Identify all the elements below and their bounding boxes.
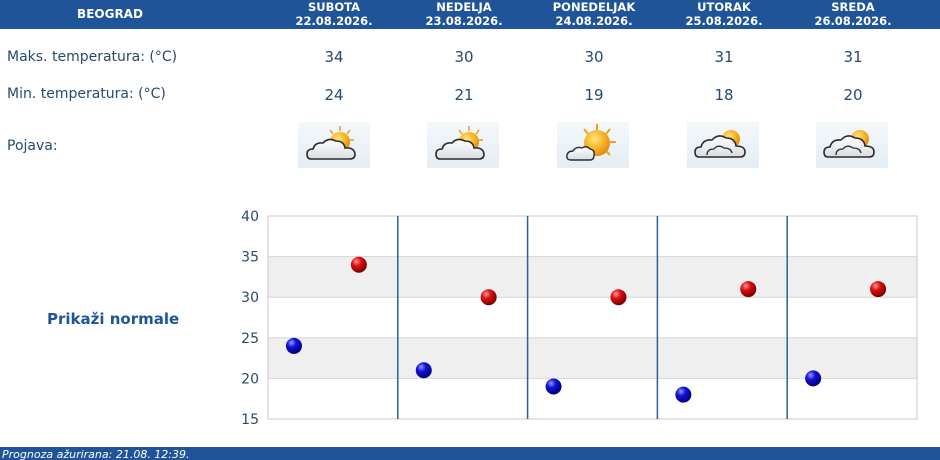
day-name: PONEDELJAK: [552, 0, 636, 14]
y-tick-label: 25: [241, 331, 259, 347]
show-normals-link[interactable]: Prikaži normale: [47, 310, 180, 328]
day-name: SREDA: [831, 0, 875, 14]
day-date: 26.08.2026.: [814, 13, 892, 28]
y-tick-label: 35: [241, 250, 259, 266]
grid-band: [268, 256, 917, 298]
forecast-updated-text: Prognoza ažurirana: 21.08. 12:39.: [2, 448, 190, 460]
day-name: SUBOTA: [307, 0, 360, 14]
max-temp-marker[interactable]: [610, 289, 627, 306]
grid-band: [268, 378, 917, 419]
y-tick-label: 15: [241, 412, 259, 428]
day-header-1: SUBOTA 22.08.2026.: [269, 0, 399, 29]
min-temp-marker[interactable]: [285, 337, 302, 354]
partly-cloudy-icon: [298, 122, 370, 168]
min-temp-value: 21: [454, 86, 474, 104]
min-temp-marker[interactable]: [675, 386, 692, 403]
day-date: 22.08.2026.: [295, 13, 373, 28]
grid-band: [268, 337, 917, 379]
location-title: BEOGRAD: [77, 7, 143, 21]
min-temp-label: Min. temperatura: (°C): [7, 86, 166, 102]
temperature-chart: 15 20 25 30 35 40: [241, 209, 918, 428]
day-header-5: SREDA 26.08.2026.: [788, 0, 918, 29]
y-tick-label: 40: [241, 209, 259, 225]
max-temp-value: 34: [324, 48, 344, 66]
min-temp-marker[interactable]: [805, 370, 822, 387]
forecast-header: BEOGRAD SUBOTA 22.08.2026. NEDELJA 23.08…: [0, 0, 940, 29]
min-temp-value: 24: [324, 86, 344, 104]
day-date: 23.08.2026.: [425, 13, 503, 28]
cloudy-sun-icon: [687, 122, 759, 168]
max-temp-marker[interactable]: [740, 281, 757, 298]
max-temp-value: 31: [843, 48, 863, 66]
day-header-2: NEDELJA 23.08.2026.: [399, 0, 529, 29]
min-temp-value: 18: [714, 86, 734, 104]
day-date: 24.08.2026.: [555, 13, 633, 28]
footer-bar: Prognoza ažurirana: 21.08. 12:39.: [0, 447, 940, 460]
day-header-4: UTORAK 25.08.2026.: [659, 0, 789, 29]
y-tick-label: 20: [241, 371, 259, 387]
max-temp-marker[interactable]: [480, 289, 497, 306]
mostly-sunny-icon: [557, 122, 629, 168]
cloudy-sun-icon: [816, 122, 888, 168]
y-tick-label: 30: [241, 290, 259, 306]
max-temp-marker[interactable]: [870, 281, 887, 298]
min-temp-marker[interactable]: [545, 378, 562, 395]
max-temp-value: 30: [584, 48, 604, 66]
grid-band: [268, 297, 917, 338]
min-temp-marker[interactable]: [415, 362, 432, 379]
grid-band: [268, 216, 917, 257]
phenomena-label: Pojava:: [7, 138, 58, 154]
max-temp-marker[interactable]: [350, 256, 367, 273]
day-date: 25.08.2026.: [685, 13, 763, 28]
day-header-3: PONEDELJAK 24.08.2026.: [529, 0, 659, 29]
max-temp-value: 31: [714, 48, 734, 66]
partly-cloudy-icon: [427, 122, 499, 168]
max-temp-label: Maks. temperatura: (°C): [7, 49, 178, 65]
plot-border: [267, 215, 918, 420]
min-temp-value: 19: [584, 86, 604, 104]
day-name: UTORAK: [697, 0, 751, 14]
day-name: NEDELJA: [436, 0, 492, 14]
max-temp-value: 30: [454, 48, 474, 66]
min-temp-value: 20: [843, 86, 863, 104]
